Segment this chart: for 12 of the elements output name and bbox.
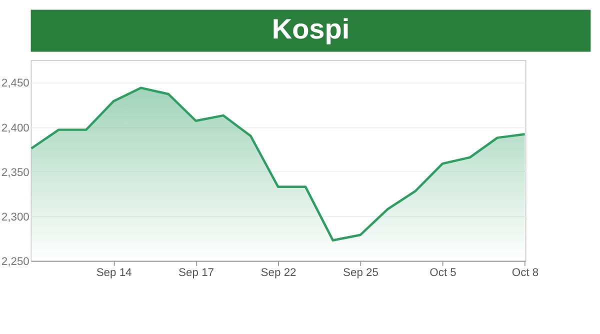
x-tick-label: Sep 14 bbox=[96, 267, 132, 280]
y-tick-label: 2,300 bbox=[1, 211, 30, 224]
x-tick-label: Sep 22 bbox=[260, 267, 296, 280]
x-tick-label: Oct 5 bbox=[430, 267, 456, 280]
x-tick-label: Sep 25 bbox=[343, 267, 379, 280]
chart-title: Kospi bbox=[272, 14, 350, 45]
y-tick-label: 2,350 bbox=[1, 166, 30, 179]
x-tick-label: Sep 17 bbox=[178, 267, 214, 280]
x-tick-label: Oct 8 bbox=[512, 267, 539, 280]
y-tick-label: 2,250 bbox=[1, 256, 30, 268]
y-tick-label: 2,400 bbox=[1, 122, 30, 134]
y-tick-label: 2,450 bbox=[1, 78, 30, 90]
